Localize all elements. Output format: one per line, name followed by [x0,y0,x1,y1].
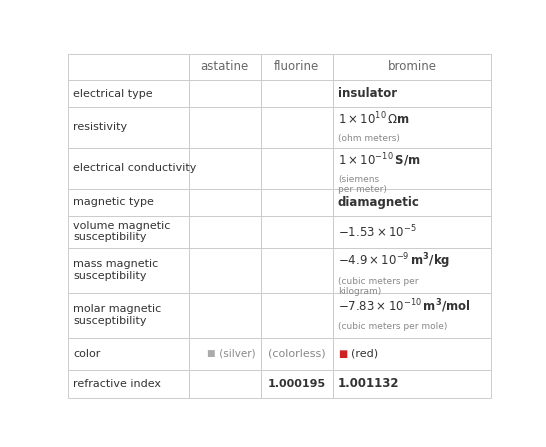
Bar [189,54,261,80]
Bar [333,54,491,80]
Text: refractive index: refractive index [73,379,161,389]
Text: fluorine: fluorine [274,60,319,73]
Bar [68,80,189,107]
Bar [261,148,333,189]
Bar [261,248,333,293]
Text: electrical type: electrical type [73,89,153,98]
Text: (red): (red) [351,349,378,358]
Text: molar magnetic
susceptibility: molar magnetic susceptibility [73,304,162,326]
Bar [68,54,189,80]
Bar [68,107,189,148]
Bar [261,189,333,215]
Bar [189,215,261,248]
Bar [261,215,333,248]
Bar [333,80,491,107]
Bar [68,189,189,215]
Text: $-4.9\times10^{-9}\,\mathbf{m^3/kg}$: $-4.9\times10^{-9}\,\mathbf{m^3/kg}$ [338,251,450,271]
Bar [261,107,333,148]
Bar [68,248,189,293]
Bar [68,215,189,248]
Bar [68,370,189,398]
Text: astatine: astatine [201,60,249,73]
Text: volume magnetic
susceptibility: volume magnetic susceptibility [73,221,171,242]
Bar [333,148,491,189]
Bar [333,248,491,293]
Text: (siemens
per meter): (siemens per meter) [338,175,387,194]
Bar [189,248,261,293]
Text: $-1.53\times10^{-5}$: $-1.53\times10^{-5}$ [338,224,417,240]
Text: 1.001132: 1.001132 [338,377,399,390]
Bar [261,370,333,398]
Bar [333,107,491,148]
Text: color: color [73,349,100,358]
Bar [333,293,491,337]
Bar [261,80,333,107]
Bar [189,293,261,337]
Text: ■: ■ [206,349,214,358]
Bar [333,370,491,398]
Bar [68,293,189,337]
Text: $1\times10^{-10}\,\mathbf{S/m}$: $1\times10^{-10}\,\mathbf{S/m}$ [338,152,420,169]
Text: diamagnetic: diamagnetic [338,196,420,209]
Bar [189,107,261,148]
Text: $1\times10^{10}\,\Omega\mathbf{m}$: $1\times10^{10}\,\Omega\mathbf{m}$ [338,111,410,127]
Text: (cubic meters per mole): (cubic meters per mole) [338,322,447,331]
Text: mass magnetic
susceptibility: mass magnetic susceptibility [73,259,158,281]
Bar [189,80,261,107]
Text: (silver): (silver) [216,349,255,358]
Text: bromine: bromine [388,60,437,73]
Text: 1.000195: 1.000195 [268,379,326,389]
Bar [333,189,491,215]
Text: insulator: insulator [338,87,397,100]
Text: ■: ■ [338,349,347,358]
Text: (ohm meters): (ohm meters) [338,134,400,143]
Text: magnetic type: magnetic type [73,197,154,207]
Text: (cubic meters per
kilogram): (cubic meters per kilogram) [338,277,418,296]
Bar [68,337,189,370]
Bar [189,370,261,398]
Bar [261,54,333,80]
Text: (colorless): (colorless) [268,349,325,358]
Bar [261,337,333,370]
Bar [333,215,491,248]
Bar [333,337,491,370]
Bar [189,337,261,370]
Text: resistivity: resistivity [73,122,127,132]
Text: electrical conductivity: electrical conductivity [73,164,197,173]
Text: $-7.83\times10^{-10}\,\mathbf{m^3/mol}$: $-7.83\times10^{-10}\,\mathbf{m^3/mol}$ [338,297,471,315]
Bar [261,293,333,337]
Bar [189,148,261,189]
Bar [189,189,261,215]
Bar [68,148,189,189]
